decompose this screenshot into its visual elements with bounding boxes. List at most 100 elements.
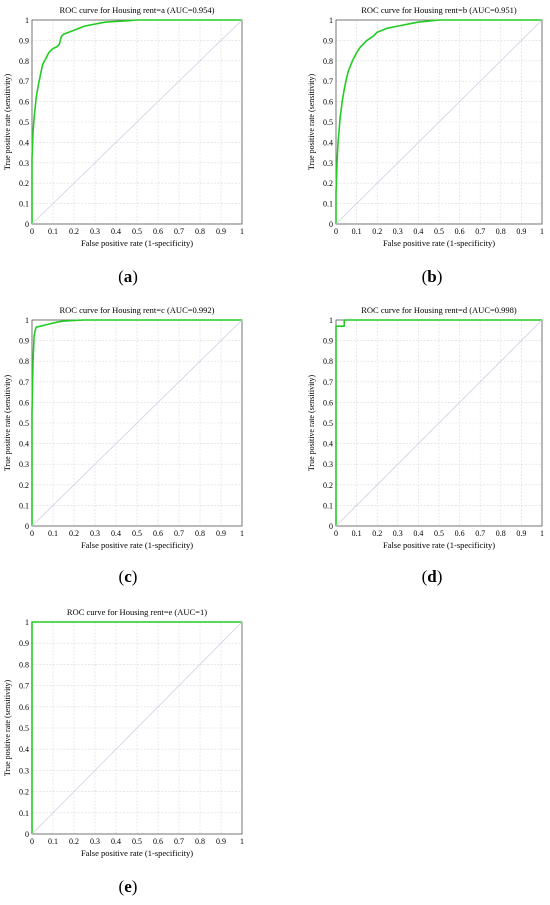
y-tick-label-e-2: 0.2 [19, 788, 29, 797]
y-tick-label-b-1: 0.1 [323, 200, 333, 209]
x-tick-label-a-3: 0.3 [90, 227, 100, 236]
y-tick-label-e-7: 0.7 [19, 682, 29, 691]
y-tick-label-a-4: 0.4 [19, 138, 29, 147]
x-axis-label-e: False positive rate (1-specificity) [81, 848, 193, 858]
y-tick-label-a-5: 0.5 [19, 118, 29, 127]
x-tick-label-e-5: 0.5 [132, 837, 142, 846]
y-tick-label-d-5: 0.5 [323, 419, 333, 428]
y-tick-label-d-9: 0.9 [323, 337, 333, 346]
x-tick-label-a-10: 1 [240, 227, 244, 236]
x-tick-label-d-6: 0.6 [455, 529, 465, 538]
x-axis-label-c: False positive rate (1-specificity) [81, 540, 193, 550]
x-tick-label-d-7: 0.7 [475, 529, 485, 538]
x-tick-label-a-5: 0.5 [132, 227, 142, 236]
y-tick-label-d-4: 0.4 [323, 440, 333, 449]
caption-open-c: ( [118, 567, 125, 586]
y-tick-label-c-7: 0.7 [19, 378, 29, 387]
x-tick-label-b-1: 0.1 [352, 227, 362, 236]
caption-a: (a) [98, 267, 158, 287]
chart-title-b: ROC curve for Housing rent=b (AUC=0.951) [361, 5, 517, 15]
chart-panel-c: ROC curve for Housing rent=c (AUC=0.992)… [0, 300, 250, 590]
y-tick-label-a-9: 0.9 [19, 36, 29, 45]
roc-chart-c: ROC curve for Housing rent=c (AUC=0.992)… [3, 305, 244, 550]
x-tick-label-c-3: 0.3 [90, 529, 100, 538]
y-tick-label-e-5: 0.5 [19, 724, 29, 733]
y-tick-label-b-10: 1 [329, 16, 333, 25]
y-axis-label-d: True positive rate (sensitivity) [307, 374, 316, 471]
x-tick-label-c-10: 1 [240, 529, 244, 538]
roc-chart-a: ROC curve for Housing rent=a (AUC=0.954)… [3, 5, 244, 248]
y-tick-label-d-3: 0.3 [323, 460, 333, 469]
y-tick-label-d-7: 0.7 [323, 378, 333, 387]
y-tick-label-c-10: 1 [25, 316, 29, 325]
chart-title-d: ROC curve for Housing rent=d (AUC=0.998) [361, 305, 517, 315]
x-tick-label-c-6: 0.6 [153, 529, 163, 538]
y-tick-label-d-2: 0.2 [323, 481, 333, 490]
y-tick-label-e-1: 0.1 [19, 809, 29, 818]
x-tick-label-e-10: 1 [240, 837, 244, 846]
y-tick-label-d-1: 0.1 [323, 501, 333, 510]
x-tick-label-c-4: 0.4 [111, 529, 121, 538]
x-tick-label-c-5: 0.5 [132, 529, 142, 538]
y-tick-label-a-0: 0 [25, 220, 29, 229]
y-tick-label-e-6: 0.6 [19, 703, 29, 712]
chart-panel-d: ROC curve for Housing rent=d (AUC=0.998)… [304, 300, 550, 590]
y-tick-label-e-4: 0.4 [19, 745, 29, 754]
y-tick-label-b-9: 0.9 [323, 36, 333, 45]
caption-letter-a: a [123, 267, 133, 286]
y-tick-label-e-9: 0.9 [19, 639, 29, 648]
x-tick-label-b-0: 0 [334, 227, 338, 236]
x-tick-label-b-6: 0.6 [455, 227, 465, 236]
roc-curve-c [31, 319, 242, 526]
y-tick-label-b-7: 0.7 [323, 77, 333, 86]
x-tick-label-e-2: 0.2 [69, 837, 79, 846]
y-tick-label-a-2: 0.2 [19, 179, 29, 188]
x-tick-label-e-8: 0.8 [195, 837, 205, 846]
y-tick-label-c-0: 0 [25, 522, 29, 531]
caption-open-b: ( [421, 267, 428, 286]
y-tick-label-c-6: 0.6 [19, 398, 29, 407]
x-tick-label-d-4: 0.4 [413, 529, 423, 538]
x-axis-label-d: False positive rate (1-specificity) [383, 540, 495, 550]
y-tick-label-e-0: 0 [25, 830, 29, 839]
x-tick-label-d-3: 0.3 [393, 529, 403, 538]
x-tick-label-b-2: 0.2 [372, 227, 382, 236]
caption-close-a: ) [132, 267, 138, 286]
x-tick-label-a-1: 0.1 [48, 227, 58, 236]
y-tick-label-d-6: 0.6 [323, 398, 333, 407]
x-tick-label-d-0: 0 [334, 529, 338, 538]
y-tick-label-e-3: 0.3 [19, 766, 29, 775]
caption-letter-c: c [124, 567, 132, 586]
y-tick-label-a-3: 0.3 [19, 159, 29, 168]
y-tick-label-c-4: 0.4 [19, 440, 29, 449]
caption-open-a: ( [118, 267, 124, 286]
y-tick-label-a-6: 0.6 [19, 98, 29, 107]
x-tick-label-b-8: 0.8 [496, 227, 506, 236]
caption-close-c: ) [131, 567, 138, 586]
x-tick-label-e-6: 0.6 [153, 837, 163, 846]
diagonal-reference-line-d [335, 319, 543, 527]
caption-close-b: ) [436, 267, 443, 286]
x-tick-label-c-9: 0.9 [216, 529, 226, 538]
y-axis-label-c: True positive rate (sensitivity) [3, 374, 12, 471]
y-axis-label-e: True positive rate (sensitivity) [3, 679, 12, 776]
x-tick-label-a-0: 0 [30, 227, 34, 236]
x-tick-label-b-10: 1 [540, 227, 544, 236]
caption-letter-d: d [427, 567, 437, 586]
x-tick-label-d-5: 0.5 [434, 529, 444, 538]
caption-close-e: ) [131, 877, 138, 896]
caption-open-e: ( [118, 877, 125, 896]
x-tick-label-e-7: 0.7 [174, 837, 184, 846]
y-tick-label-c-8: 0.8 [19, 357, 29, 366]
diagonal-reference-line-e [31, 621, 243, 835]
x-tick-label-e-4: 0.4 [111, 837, 121, 846]
diagonal-reference-line-a [31, 19, 243, 225]
x-tick-label-a-9: 0.9 [216, 227, 226, 236]
y-tick-label-b-0: 0 [329, 220, 333, 229]
y-tick-label-a-7: 0.7 [19, 77, 29, 86]
chart-title-c: ROC curve for Housing rent=c (AUC=0.992) [59, 305, 214, 315]
caption-e: (e) [98, 877, 158, 897]
y-tick-label-b-5: 0.5 [323, 118, 333, 127]
caption-close-d: ) [436, 567, 443, 586]
chart-panel-a: ROC curve for Housing rent=a (AUC=0.954)… [0, 0, 250, 290]
